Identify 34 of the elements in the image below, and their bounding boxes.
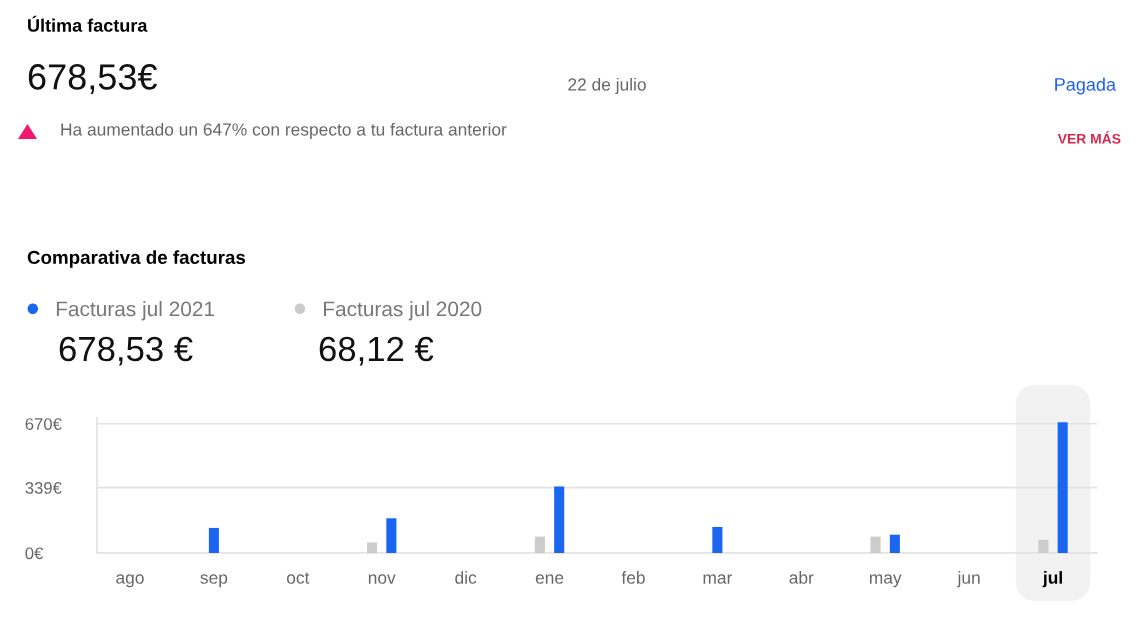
x-tick-label: abr (789, 571, 814, 584)
bar (1038, 539, 1049, 553)
x-tick-label: mar (703, 574, 733, 584)
y-tick-label: 339€ (25, 482, 62, 494)
x-tick-label: oct (286, 572, 310, 584)
bar (889, 534, 900, 553)
bar (554, 486, 565, 553)
y-tick-label: 670€ (25, 418, 62, 430)
bar (1057, 422, 1068, 553)
bar (534, 536, 545, 553)
x-tick-label: jun (957, 571, 980, 588)
bar (367, 542, 378, 553)
text: 68,12 € (319, 336, 434, 366)
x-tick-label: ago (116, 574, 144, 588)
bar (870, 536, 881, 553)
x-tick-label: dic (455, 571, 477, 584)
text: 678,53€ (28, 64, 158, 94)
text: Pagada (1055, 77, 1116, 95)
x-tick-label: nov (368, 574, 396, 584)
x-tick-label: ene (535, 574, 564, 584)
x-tick-label: feb (621, 571, 645, 584)
legend-label: Facturas jul 2021 (56, 301, 214, 321)
legend-label: Facturas jul 2020 (324, 301, 482, 321)
text: 678,53 € (59, 336, 193, 366)
x-tick-label: sep (200, 574, 228, 588)
text: VER MÁS (1057, 131, 1121, 144)
x-tick-label: jul (1042, 571, 1062, 588)
text: Ha aumentado un 647% con respecto a tu factura anterior (61, 122, 507, 140)
text: Última factura (28, 15, 148, 32)
y-tick-label: 0€ (25, 547, 44, 560)
x-tick-label: may (869, 574, 902, 588)
bar (386, 518, 397, 553)
chart-title: Comparativa de facturas (27, 250, 246, 268)
text: 22 de julio (568, 77, 646, 95)
